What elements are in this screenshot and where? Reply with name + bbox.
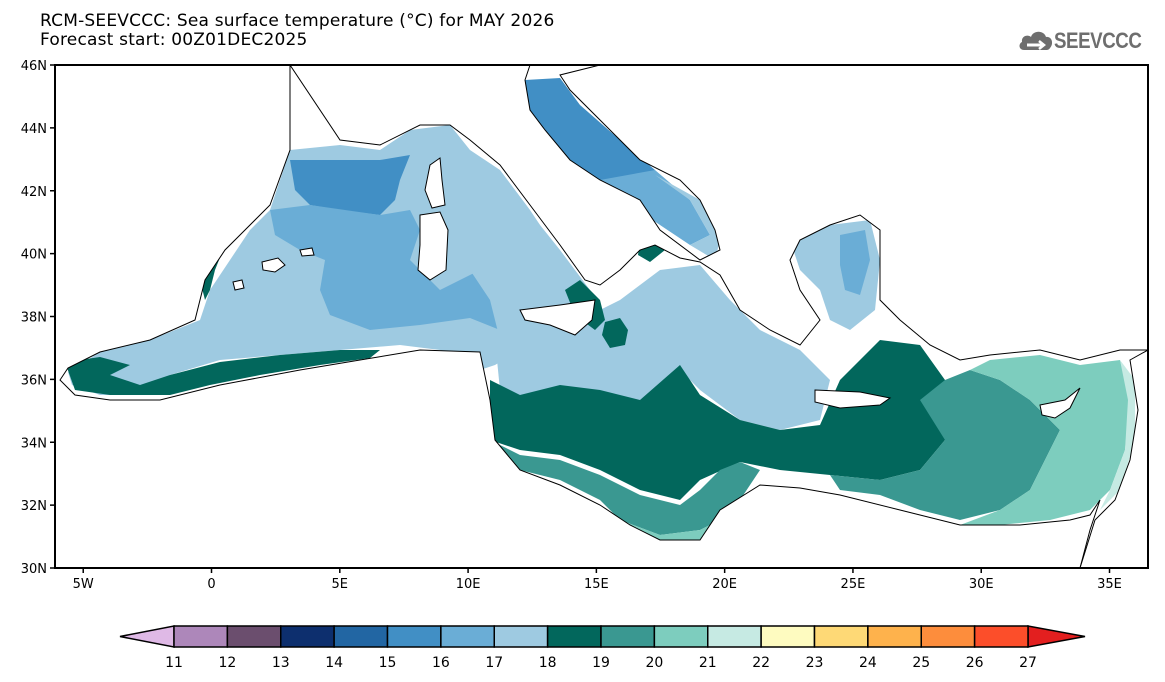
colorbar-label: 23	[806, 655, 824, 671]
colorbar-label: 20	[645, 655, 663, 671]
colorbar-label: 11	[165, 655, 183, 671]
colorbar-bin	[707, 625, 762, 648]
sst-region-south-central-med	[490, 340, 945, 500]
sst-region-north-adriatic	[525, 78, 655, 185]
x-tick-label: 10E	[456, 577, 481, 592]
y-tick-label: 42N	[21, 185, 47, 200]
colorbar: 11 12 13 14 15 16 17 18 19 20 21 22 23 24 25 26 27	[119, 625, 1086, 671]
sst-region-gulf-of-sidra	[490, 440, 760, 535]
x-tick-label: 5E	[332, 577, 349, 592]
colorbar-label: 18	[539, 655, 557, 671]
colorbar-label: 15	[379, 655, 397, 671]
colorbar-bin	[173, 625, 229, 648]
land-corsica	[424, 157, 446, 209]
colorbar-bin	[920, 625, 976, 648]
map-title: RCM-SEEVCCC: Sea surface temperature (°C…	[40, 11, 555, 31]
y-tick-label: 32N	[21, 499, 47, 514]
colorbar-label: 17	[485, 655, 503, 671]
cloud-icon	[1019, 31, 1053, 50]
y-tick-label: 34N	[21, 436, 47, 451]
colorbar-bin	[813, 625, 869, 648]
x-tick-label: 25E	[841, 577, 866, 592]
sea-field	[65, 78, 1135, 545]
colorbar-label: 19	[592, 655, 610, 671]
colorbar-under-triangle	[119, 625, 175, 648]
sst-region-sidra-nearshore	[620, 520, 720, 545]
sst-region-levantine-east	[960, 355, 1130, 525]
colorbar-bin	[600, 625, 656, 648]
forecast-start: Forecast start: 00Z01DEC2025	[40, 30, 308, 50]
sst-region-tyrrhenian	[445, 150, 600, 345]
sst-region-mid-adriatic	[600, 170, 710, 245]
colorbar-label: 22	[752, 655, 770, 671]
sst-region-levantine-coast	[1100, 360, 1135, 510]
y-axis: 46N 44N 42N 40N 38N 36N 34N 32N 30N	[21, 59, 55, 577]
land-menorca	[299, 247, 315, 257]
land-masks	[55, 65, 1148, 568]
sst-region-alboran	[65, 350, 380, 395]
y-tick-label: 44N	[21, 122, 47, 137]
colorbar-bin	[546, 625, 602, 648]
x-tick-label: 5W	[73, 577, 94, 592]
colorbar-bin	[333, 625, 389, 648]
colorbar-bin	[760, 625, 816, 648]
colorbar-bin	[280, 625, 335, 648]
colorbar-label: 27	[1019, 655, 1037, 671]
x-tick-label: 0	[207, 577, 215, 592]
land-sardinia	[417, 211, 449, 281]
sst-region-gulf-of-lion	[290, 155, 410, 215]
colorbar-bin	[226, 625, 282, 648]
seevccc-logo: SEEVCCC	[1018, 24, 1153, 58]
colorbar-bin	[386, 625, 442, 648]
colorbar-bin	[440, 625, 495, 648]
land-cyprus	[1039, 387, 1081, 419]
land-ibiza	[232, 279, 245, 291]
colorbar-over-triangle	[1027, 625, 1086, 648]
y-tick-label: 40N	[21, 248, 47, 263]
x-tick-label: 35E	[1097, 577, 1122, 592]
y-tick-label: 46N	[21, 59, 47, 74]
colorbar-bin	[653, 625, 709, 648]
y-tick-label: 36N	[21, 373, 47, 388]
x-tick-label: 20E	[712, 577, 737, 592]
colorbar-bin	[867, 625, 922, 648]
y-tick-label: 30N	[21, 562, 47, 577]
colorbar-label: 16	[432, 655, 450, 671]
x-tick-label: 15E	[584, 577, 609, 592]
colorbar-label: 24	[859, 655, 877, 671]
logo-text: SEEVCCC	[1054, 28, 1142, 53]
sst-region-levantine-west	[830, 370, 1060, 520]
land-crete	[814, 389, 892, 409]
y-tick-label: 38N	[21, 311, 47, 326]
land-sicily	[519, 299, 596, 336]
colorbar-label: 12	[218, 655, 236, 671]
colorbar-label: 25	[912, 655, 930, 671]
colorbar-label: 13	[272, 655, 290, 671]
x-axis: 5W 0 5E 10E 15E 20E 25E 30E 35E	[73, 568, 1122, 592]
sst-region-sicily-patch	[602, 318, 628, 348]
sst-region-south-adriatic	[655, 175, 720, 260]
colorbar-bin	[973, 625, 1029, 648]
sst-region-north-aegean-cold	[840, 230, 870, 295]
sst-region-balearic-16-17	[270, 205, 520, 330]
land-mallorca	[261, 257, 286, 273]
x-tick-label: 30E	[969, 577, 994, 592]
colorbar-bin	[493, 625, 549, 648]
colorbar-label: 21	[699, 655, 717, 671]
land-iberia-africa	[55, 65, 1101, 568]
colorbar-label: 14	[325, 655, 343, 671]
colorbar-label: 26	[966, 655, 984, 671]
land-europe-north	[289, 65, 1148, 361]
land-middle-east	[1079, 349, 1148, 568]
